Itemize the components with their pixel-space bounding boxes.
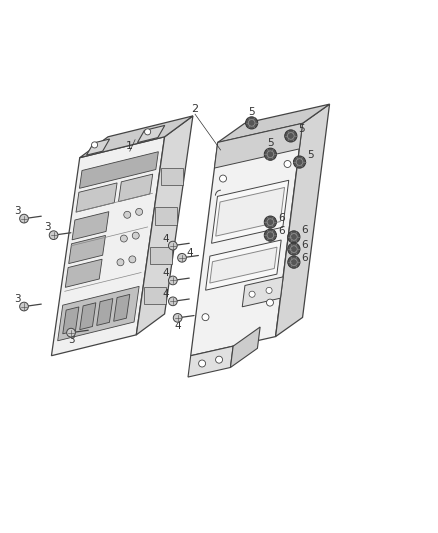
Polygon shape: [216, 188, 285, 236]
Polygon shape: [80, 116, 193, 158]
Text: 6: 6: [301, 240, 308, 250]
Text: 3: 3: [14, 294, 21, 304]
Circle shape: [136, 208, 143, 215]
Circle shape: [284, 160, 291, 167]
Text: 5: 5: [298, 124, 305, 134]
Polygon shape: [212, 180, 289, 243]
Polygon shape: [79, 152, 159, 188]
Circle shape: [202, 314, 209, 321]
Circle shape: [132, 232, 139, 239]
Circle shape: [173, 313, 182, 322]
Polygon shape: [210, 247, 277, 283]
Circle shape: [219, 175, 226, 182]
Circle shape: [249, 291, 255, 297]
Text: 5: 5: [267, 139, 274, 148]
Text: 4: 4: [162, 233, 169, 244]
Circle shape: [264, 148, 276, 160]
Circle shape: [92, 142, 98, 148]
Circle shape: [264, 229, 276, 241]
Text: 2: 2: [191, 104, 198, 114]
Polygon shape: [69, 236, 106, 264]
Circle shape: [145, 129, 151, 135]
Circle shape: [264, 216, 276, 228]
Text: 6: 6: [278, 213, 285, 223]
Circle shape: [169, 276, 177, 285]
Text: 4: 4: [174, 321, 181, 330]
Bar: [155, 207, 177, 225]
Polygon shape: [242, 277, 283, 307]
Text: 3: 3: [68, 335, 74, 345]
Circle shape: [169, 297, 177, 305]
Polygon shape: [58, 286, 139, 341]
Polygon shape: [72, 212, 109, 240]
Circle shape: [266, 299, 273, 306]
Circle shape: [178, 254, 186, 262]
Circle shape: [124, 211, 131, 218]
Circle shape: [129, 256, 136, 263]
Polygon shape: [65, 259, 102, 287]
Polygon shape: [218, 104, 329, 142]
Circle shape: [288, 256, 300, 268]
Text: 6: 6: [301, 253, 308, 263]
Polygon shape: [136, 116, 193, 335]
Polygon shape: [97, 298, 113, 326]
Text: 6: 6: [278, 226, 285, 236]
Circle shape: [293, 156, 306, 168]
Text: 5: 5: [307, 150, 314, 160]
Text: 5: 5: [248, 107, 255, 117]
Text: 6: 6: [301, 225, 308, 235]
Text: 4: 4: [162, 289, 169, 300]
Circle shape: [67, 328, 75, 337]
Circle shape: [20, 214, 28, 223]
Polygon shape: [191, 123, 303, 356]
Polygon shape: [138, 125, 165, 143]
Circle shape: [49, 231, 58, 239]
Text: 4: 4: [162, 269, 169, 278]
Text: 4: 4: [186, 247, 193, 257]
Text: 3: 3: [45, 222, 51, 232]
Circle shape: [288, 231, 300, 243]
Polygon shape: [188, 346, 233, 377]
Circle shape: [198, 360, 205, 367]
Bar: [144, 287, 166, 304]
Text: 1: 1: [126, 141, 133, 151]
Polygon shape: [230, 327, 260, 367]
Polygon shape: [87, 139, 110, 155]
Polygon shape: [114, 294, 130, 321]
Polygon shape: [76, 183, 117, 212]
Circle shape: [169, 241, 177, 250]
Circle shape: [288, 243, 300, 255]
Polygon shape: [205, 240, 281, 290]
Bar: [161, 168, 183, 185]
Circle shape: [285, 130, 297, 142]
Polygon shape: [215, 123, 303, 168]
Circle shape: [117, 259, 124, 266]
Circle shape: [266, 287, 272, 294]
Polygon shape: [276, 104, 329, 336]
Polygon shape: [51, 137, 165, 356]
Bar: [150, 247, 172, 264]
Polygon shape: [80, 303, 96, 329]
Circle shape: [246, 117, 258, 129]
Circle shape: [215, 356, 223, 363]
Circle shape: [120, 235, 127, 242]
Polygon shape: [119, 174, 153, 201]
Circle shape: [20, 302, 28, 311]
Polygon shape: [63, 307, 79, 334]
Text: 3: 3: [14, 206, 21, 216]
